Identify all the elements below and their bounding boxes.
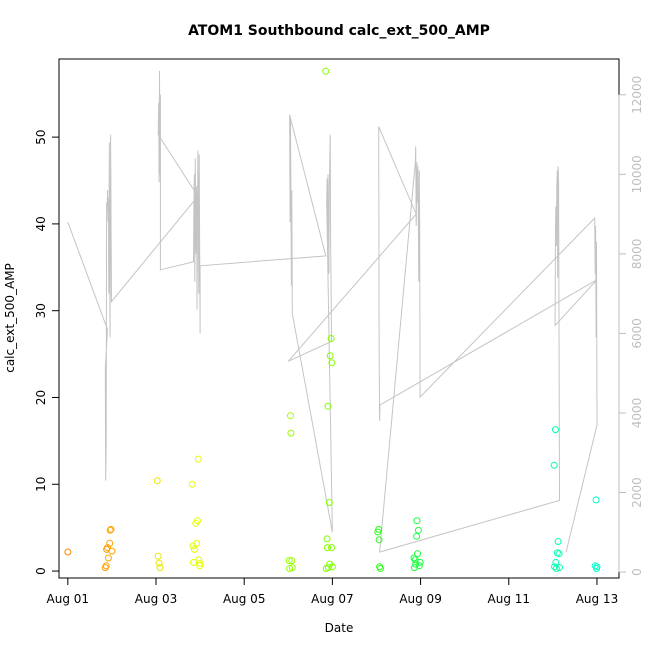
x-tick-label: Aug 05 [223,592,266,606]
data-point [193,539,201,547]
data-point [414,526,422,534]
data-point [106,526,114,534]
data-point [325,499,333,506]
data-point [188,480,196,488]
data-point [107,525,115,533]
data-point [328,359,336,367]
y-tick-label: 0 [34,567,48,575]
data-point [154,552,162,560]
data-point [324,402,332,410]
data-point [414,550,421,558]
data-point [196,562,204,570]
data-point [156,564,164,572]
x-tick-label: Aug 07 [311,592,354,606]
y-tick-label: 30 [34,303,48,318]
data-point [410,564,418,572]
points-layer [64,67,601,572]
data-point [108,547,116,555]
data-point [288,557,296,565]
data-point [326,352,334,360]
data-point [287,412,294,420]
data-point [190,545,198,553]
data-point [194,517,201,525]
data-point [102,562,110,570]
data-point [416,558,424,566]
data-point [328,563,336,571]
x-tick-label: Aug 09 [399,592,442,606]
y2-axis: 0 2000 4000 6000 8000 10000 12000 [618,76,644,576]
data-point [196,559,204,567]
x-tick-label: Aug 01 [47,592,90,606]
data-point [552,565,560,572]
data-point [155,559,163,567]
y2-tick-label: 2000 [630,477,644,508]
x-axis: Aug 01 Aug 03 Aug 05 Aug 07 Aug 09 Aug 11 Aug … [47,577,619,606]
data-point [375,536,383,544]
y-tick-label: 10 [34,477,48,492]
y2-tick-label: 6000 [630,318,644,349]
data-point [410,554,418,562]
data-point [413,517,421,525]
data-point [104,554,112,562]
data-point [324,544,331,552]
y-axis: 0 10 20 30 40 50 [34,129,60,575]
data-point [153,477,161,485]
data-point [323,535,331,543]
data-point [415,562,423,570]
trace-series-line [67,70,598,553]
plot-frame [58,58,620,579]
y-axis-label: calc_ext_500_AMP [3,263,17,373]
data-point [555,550,563,558]
data-point [194,455,202,463]
data-point [288,564,296,572]
y2-tick-label: 12000 [630,76,644,114]
data-point [287,429,295,437]
data-point [328,544,335,552]
data-point [106,539,114,547]
data-point [64,548,72,556]
x-tick-label: Aug 13 [576,592,619,606]
data-point [104,544,111,552]
data-point [550,461,558,469]
y2-tick-label: 0 [630,568,644,576]
data-point [376,565,384,572]
x-tick-label: Aug 03 [135,592,178,606]
y-tick-label: 50 [34,129,48,144]
data-point [592,496,600,504]
x-axis-label: Date [325,621,354,635]
y-tick-label: 40 [34,216,48,231]
data-point [552,426,559,434]
data-point [412,560,420,568]
data-point [375,525,383,533]
data-point [324,564,332,572]
trace-layer [67,70,598,553]
chart-title: ATOM1 Southbound calc_ext_500_AMP [188,23,490,39]
data-point [413,532,421,540]
data-point [554,538,562,545]
y2-tick-label: 10000 [630,155,644,193]
y2-tick-label: 4000 [630,398,644,429]
data-point [327,335,335,342]
data-point [593,563,601,571]
y2-tick-label: 8000 [630,239,644,270]
data-point [322,67,330,75]
data-point [551,563,559,571]
data-point [556,564,563,572]
x-tick-label: Aug 11 [488,592,531,606]
data-point [285,557,293,565]
y-tick-label: 20 [34,390,48,405]
